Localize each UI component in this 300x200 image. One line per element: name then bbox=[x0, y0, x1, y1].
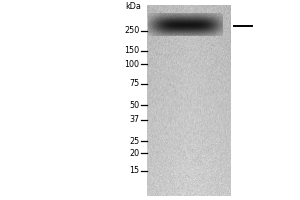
Text: 20: 20 bbox=[129, 149, 140, 158]
Text: kDa: kDa bbox=[125, 2, 141, 11]
Text: 100: 100 bbox=[124, 60, 140, 69]
Text: 15: 15 bbox=[129, 166, 140, 175]
Text: 75: 75 bbox=[129, 79, 140, 88]
Text: 50: 50 bbox=[129, 101, 140, 110]
Text: 150: 150 bbox=[124, 46, 140, 55]
Text: 25: 25 bbox=[129, 137, 140, 146]
Text: 37: 37 bbox=[129, 115, 140, 124]
Text: 250: 250 bbox=[124, 26, 140, 35]
